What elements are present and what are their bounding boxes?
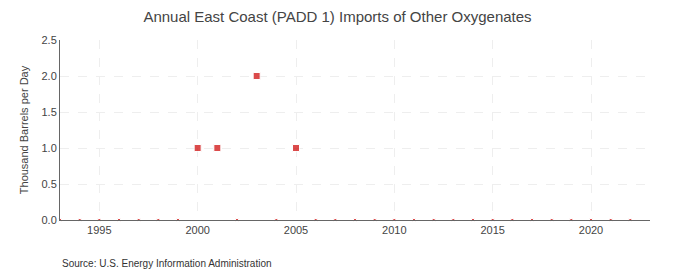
svg-text:2005: 2005: [284, 224, 308, 236]
svg-text:Annual East Coast (PADD 1) Imp: Annual East Coast (PADD 1) Imports of Ot…: [143, 8, 531, 25]
svg-text:2000: 2000: [185, 224, 209, 236]
svg-text:1.5: 1.5: [42, 106, 57, 118]
svg-text:2.0: 2.0: [42, 70, 57, 82]
svg-text:Source: U.S. Energy Informatio: Source: U.S. Energy Information Administ…: [62, 258, 272, 269]
svg-text:2020: 2020: [579, 224, 603, 236]
svg-text:2010: 2010: [382, 224, 406, 236]
svg-text:Thousand Barrels per Day: Thousand Barrels per Day: [18, 65, 30, 194]
svg-text:2015: 2015: [480, 224, 504, 236]
svg-text:1995: 1995: [87, 224, 111, 236]
svg-text:1.0: 1.0: [42, 142, 57, 154]
svg-text:0.0: 0.0: [42, 214, 57, 226]
svg-text:2.5: 2.5: [42, 34, 57, 46]
svg-text:0.5: 0.5: [42, 178, 57, 190]
